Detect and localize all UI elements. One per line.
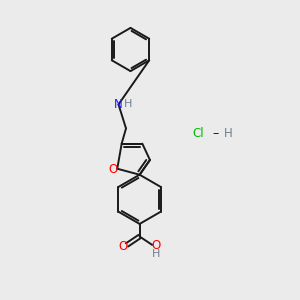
Text: O: O <box>151 239 160 252</box>
Text: Cl: Cl <box>193 127 204 140</box>
Text: –: – <box>212 127 218 140</box>
Text: O: O <box>118 240 128 253</box>
Text: H: H <box>152 249 160 259</box>
Text: H: H <box>124 99 132 109</box>
Text: N: N <box>114 98 123 111</box>
Text: H: H <box>224 127 233 140</box>
Text: O: O <box>108 164 118 176</box>
